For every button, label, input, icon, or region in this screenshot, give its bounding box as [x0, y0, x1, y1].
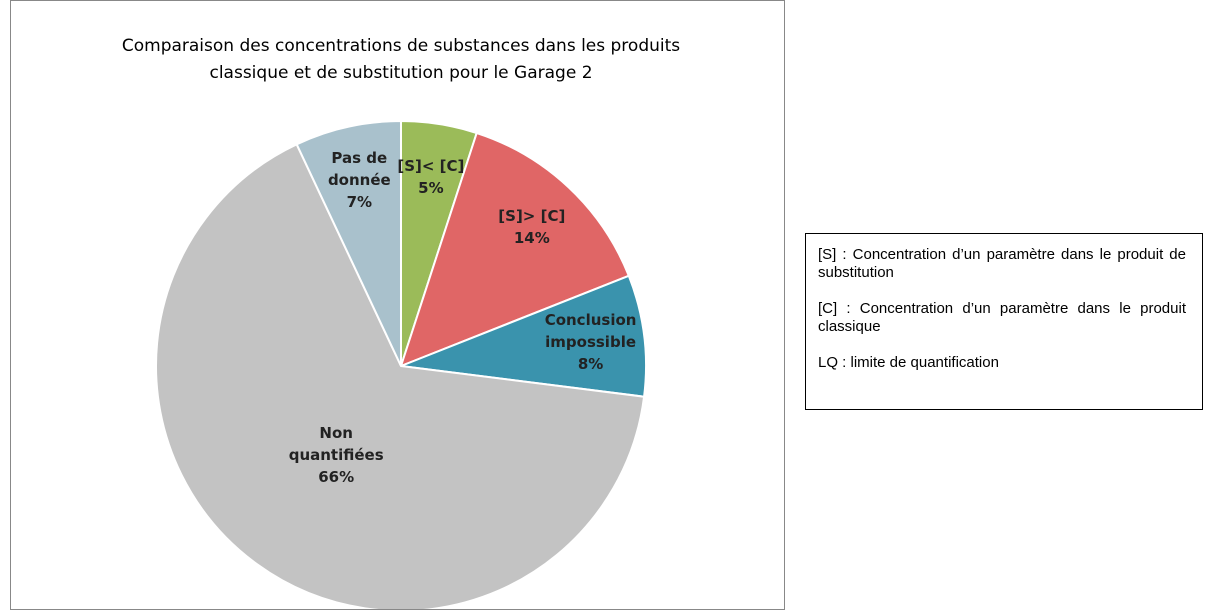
- slice-label: Non quantifiées 66%: [281, 422, 391, 488]
- pie-chart: [155, 119, 647, 609]
- slice-label: Conclusion impossible 8%: [536, 309, 646, 375]
- notes-box: [S] : Concentration d’un paramètre dans …: [805, 233, 1203, 410]
- slice-category: Conclusion impossible: [544, 311, 637, 352]
- pie-slice: [155, 142, 646, 609]
- slice-category: Pas de donnée: [327, 148, 391, 189]
- pie-slice: [400, 274, 647, 398]
- slice-category: [S]> [C]: [498, 206, 566, 225]
- slice-value: 5%: [418, 179, 444, 198]
- slice-label: [S]< [C] 5%: [376, 155, 486, 199]
- slice-category: Non quantifiées: [288, 424, 384, 465]
- chart-frame: Comparaison des concentrations de substa…: [10, 0, 785, 610]
- slice-value: 14%: [513, 228, 550, 247]
- slice-category: [S]< [C]: [397, 157, 465, 176]
- slice-value: 7%: [346, 192, 373, 211]
- pie-slice: [399, 131, 631, 368]
- note: [C] : Concentration d’un paramètre dans …: [818, 300, 1186, 335]
- pie-slice: [295, 119, 402, 367]
- slice-label: Pas de donnée 7%: [304, 147, 414, 213]
- slice-value: 66%: [318, 468, 355, 487]
- slice-value: 8%: [577, 355, 604, 374]
- slice-label: [S]> [C] 14%: [477, 205, 587, 249]
- chart-title: Comparaison des concentrations de substa…: [121, 36, 681, 83]
- note: LQ : limite de quantification: [818, 354, 999, 371]
- note: [S] : Concentration d’un paramètre dans …: [818, 246, 1186, 281]
